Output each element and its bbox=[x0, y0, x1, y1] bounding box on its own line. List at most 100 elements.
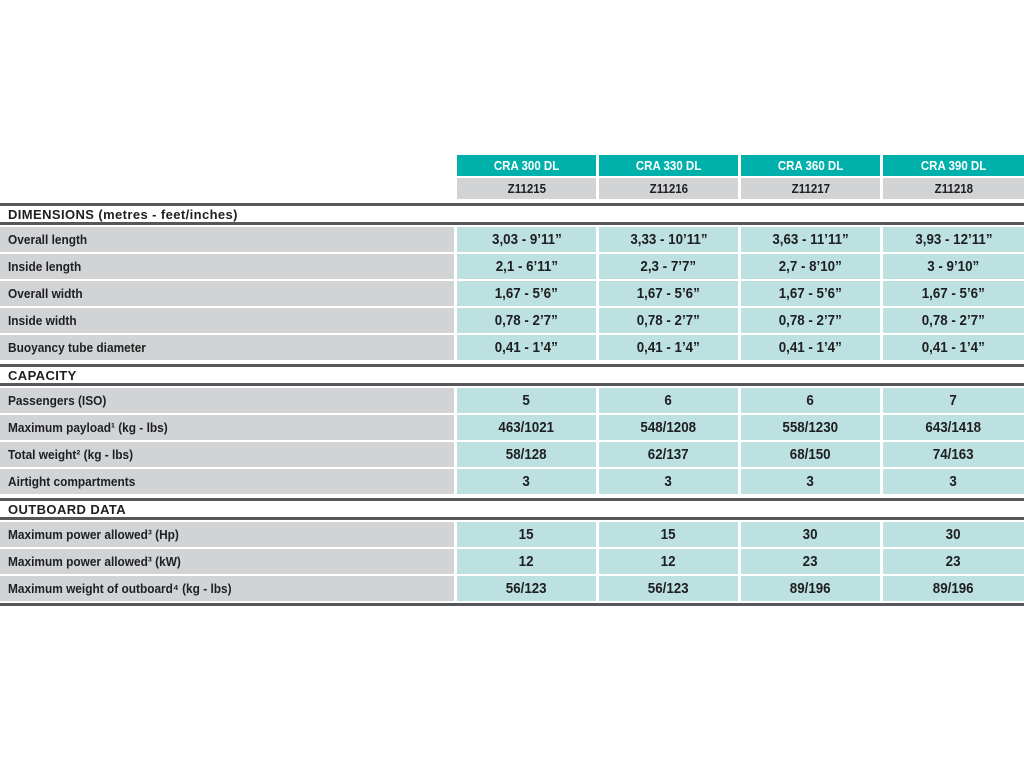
row-value-text: 0,78 - 2’7” bbox=[494, 312, 559, 329]
row-value-text: 3,93 - 12’11” bbox=[914, 231, 993, 248]
table-row: Maximum payload¹ (kg - lbs) 463/1021 548/1… bbox=[0, 415, 1024, 440]
column-code-header: Z11215 bbox=[457, 178, 596, 199]
row-label-text: Maximum power allowed³ (kW) bbox=[8, 554, 181, 569]
row-value-text: 68/150 bbox=[790, 446, 831, 463]
row-value: 6 bbox=[599, 388, 738, 413]
row-value-text: 3 bbox=[664, 473, 673, 490]
table-row: Inside width 0,78 - 2’7” 0,78 - 2’7” 0,78 -… bbox=[0, 308, 1024, 333]
row-label: Maximum weight of outboard⁴ (kg - lbs) bbox=[0, 576, 454, 601]
row-value-text: 0,41 - 1’4” bbox=[778, 339, 843, 356]
column-model-header-text: CRA 300 DL bbox=[493, 158, 560, 173]
row-value: 89/196 bbox=[741, 576, 880, 601]
row-label-text: Airtight compartments bbox=[8, 474, 136, 489]
row-value: 89/196 bbox=[883, 576, 1024, 601]
row-label-text: Maximum payload¹ (kg - lbs) bbox=[8, 420, 168, 435]
row-value: 3 - 9’10” bbox=[883, 254, 1024, 279]
row-value-text: 3 bbox=[522, 473, 531, 490]
row-label: Inside length bbox=[0, 254, 454, 279]
row-value: 1,67 - 5’6” bbox=[599, 281, 738, 306]
row-value: 463/1021 bbox=[457, 415, 596, 440]
row-label: Overall width bbox=[0, 281, 454, 306]
row-value: 1,67 - 5’6” bbox=[741, 281, 880, 306]
row-label-text: Maximum weight of outboard⁴ (kg - lbs) bbox=[8, 581, 232, 596]
row-value: 3 bbox=[883, 469, 1024, 494]
table-row: Inside length 2,1 - 6’11” 2,3 - 7’7” 2,7 - … bbox=[0, 254, 1024, 279]
section-header: OUTBOARD DATA bbox=[0, 498, 1024, 520]
table-row: Buoyancy tube diameter 0,41 - 1’4” 0,41 - … bbox=[0, 335, 1024, 360]
table-row: Overall length 3,03 - 9’11” 3,33 - 10’11” 3… bbox=[0, 227, 1024, 252]
table-row: Maximum power allowed³ (Hp) 15 15 30 30 bbox=[0, 522, 1024, 547]
row-value: 6 bbox=[741, 388, 880, 413]
row-value-text: 58/128 bbox=[506, 446, 547, 463]
model-header-row: CRA 300 DL CRA 330 DL CRA 360 DL CRA 390 DL bbox=[454, 155, 1024, 176]
table-row: Maximum weight of outboard⁴ (kg - lbs) 56… bbox=[0, 576, 1024, 601]
row-label-text: Total weight² (kg - lbs) bbox=[8, 447, 134, 462]
row-value: 0,41 - 1’4” bbox=[599, 335, 738, 360]
row-value-text: 15 bbox=[661, 526, 676, 543]
row-label-text: Passengers (ISO) bbox=[8, 393, 107, 408]
row-value: 30 bbox=[883, 522, 1024, 547]
row-value-text: 0,41 - 1’4” bbox=[921, 339, 986, 356]
row-value-text: 5 bbox=[522, 392, 531, 409]
row-value-text: 2,3 - 7’7” bbox=[640, 258, 697, 275]
section-header: DIMENSIONS (metres - feet/inches) bbox=[0, 203, 1024, 225]
row-value-text: 6 bbox=[664, 392, 673, 409]
row-value-text: 558/1230 bbox=[782, 419, 839, 436]
row-value: 62/137 bbox=[599, 442, 738, 467]
row-value: 0,41 - 1’4” bbox=[883, 335, 1024, 360]
row-value-text: 1,67 - 5’6” bbox=[778, 285, 843, 302]
row-value: 1,67 - 5’6” bbox=[883, 281, 1024, 306]
column-code-header: Z11217 bbox=[741, 178, 880, 199]
row-value: 643/1418 bbox=[883, 415, 1024, 440]
row-value: 74/163 bbox=[883, 442, 1024, 467]
row-value-text: 3 bbox=[949, 473, 958, 490]
sections-container: DIMENSIONS (metres - feet/inches) Overall… bbox=[0, 203, 1024, 601]
section-header: CAPACITY bbox=[0, 364, 1024, 386]
row-value-text: 15 bbox=[519, 526, 534, 543]
column-code-header: Z11218 bbox=[883, 178, 1024, 199]
row-value: 3,33 - 10’11” bbox=[599, 227, 738, 252]
row-value-text: 74/163 bbox=[933, 446, 974, 463]
row-label: Passengers (ISO) bbox=[0, 388, 454, 413]
row-value-text: 12 bbox=[519, 553, 534, 570]
row-value-text: 6 bbox=[806, 392, 815, 409]
row-label-text: Inside width bbox=[8, 313, 77, 328]
row-value-text: 62/137 bbox=[648, 446, 689, 463]
row-value: 3 bbox=[741, 469, 880, 494]
column-code-header: Z11216 bbox=[599, 178, 738, 199]
row-value-text: 463/1021 bbox=[498, 419, 555, 436]
row-value-text: 3,33 - 10’11” bbox=[629, 231, 708, 248]
column-code-header-text: Z11215 bbox=[507, 181, 546, 196]
code-header-row: Z11215 Z11216 Z11217 Z11218 bbox=[454, 178, 1024, 199]
row-value: 3,63 - 11’11” bbox=[741, 227, 880, 252]
row-value: 56/123 bbox=[599, 576, 738, 601]
row-value-text: 643/1418 bbox=[925, 419, 982, 436]
row-value: 15 bbox=[457, 522, 596, 547]
column-model-header-text: CRA 360 DL bbox=[777, 158, 844, 173]
row-value: 3,93 - 12’11” bbox=[883, 227, 1024, 252]
table-row: Maximum power allowed³ (kW) 12 12 23 23 bbox=[0, 549, 1024, 574]
row-label-text: Maximum power allowed³ (Hp) bbox=[8, 527, 179, 542]
column-model-header: CRA 390 DL bbox=[883, 155, 1024, 176]
row-value: 558/1230 bbox=[741, 415, 880, 440]
row-value-text: 3,03 - 9’11” bbox=[491, 231, 562, 248]
row-value-text: 3,63 - 11’11” bbox=[772, 231, 849, 248]
row-label-text: Overall width bbox=[8, 286, 83, 301]
row-label: Buoyancy tube diameter bbox=[0, 335, 454, 360]
row-value-text: 12 bbox=[661, 553, 676, 570]
column-model-header: CRA 330 DL bbox=[599, 155, 738, 176]
table-row: Passengers (ISO) 5 6 6 7 bbox=[0, 388, 1024, 413]
row-value: 0,78 - 2’7” bbox=[599, 308, 738, 333]
column-code-header-text: Z11217 bbox=[791, 181, 830, 196]
row-value: 0,78 - 2’7” bbox=[883, 308, 1024, 333]
row-value: 15 bbox=[599, 522, 738, 547]
row-value-text: 56/123 bbox=[648, 580, 689, 597]
row-value: 12 bbox=[457, 549, 596, 574]
row-value-text: 3 - 9’10” bbox=[927, 258, 980, 275]
row-value-text: 2,1 - 6’11” bbox=[495, 258, 558, 275]
section-title: OUTBOARD DATA bbox=[8, 501, 127, 517]
row-label: Maximum power allowed³ (kW) bbox=[0, 549, 454, 574]
section-title: DIMENSIONS (metres - feet/inches) bbox=[8, 206, 238, 222]
row-value: 2,3 - 7’7” bbox=[599, 254, 738, 279]
row-value: 5 bbox=[457, 388, 596, 413]
